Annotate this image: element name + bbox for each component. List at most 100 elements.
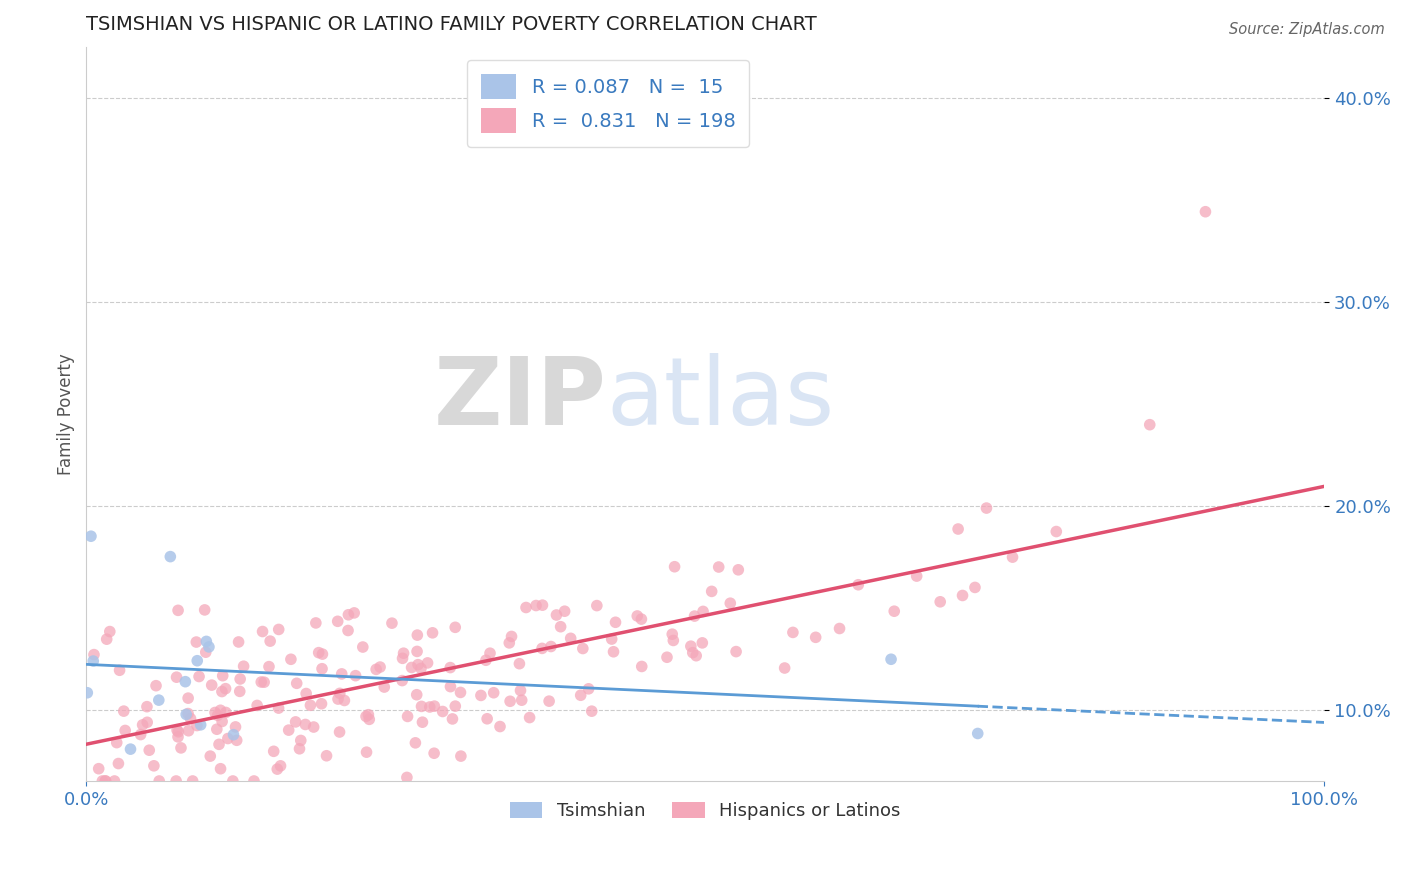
Point bbox=[215, 706, 238, 720]
Point bbox=[602, 645, 624, 659]
Point bbox=[167, 730, 190, 744]
Point bbox=[167, 724, 190, 739]
Point bbox=[655, 650, 678, 665]
Point bbox=[194, 603, 217, 617]
Point bbox=[114, 723, 136, 738]
Point bbox=[311, 647, 333, 661]
Point bbox=[423, 699, 446, 714]
Point bbox=[929, 595, 952, 609]
Point bbox=[91, 774, 114, 789]
Point bbox=[499, 694, 522, 708]
Point bbox=[337, 624, 360, 638]
Point bbox=[82, 654, 104, 668]
Point bbox=[546, 607, 568, 622]
Point bbox=[444, 699, 467, 714]
Point bbox=[404, 736, 426, 750]
Point bbox=[344, 668, 367, 682]
Point bbox=[391, 673, 413, 688]
Point bbox=[295, 687, 318, 701]
Point bbox=[718, 596, 741, 610]
Point bbox=[222, 728, 245, 742]
Point bbox=[211, 714, 233, 729]
Point bbox=[120, 742, 142, 756]
Point bbox=[243, 774, 266, 789]
Legend: Tsimshian, Hispanics or Latinos: Tsimshian, Hispanics or Latinos bbox=[503, 795, 908, 827]
Point bbox=[560, 632, 582, 646]
Point bbox=[682, 646, 704, 660]
Y-axis label: Family Poverty: Family Poverty bbox=[58, 353, 75, 475]
Point bbox=[105, 736, 128, 750]
Point bbox=[396, 709, 419, 723]
Point bbox=[683, 609, 706, 624]
Point bbox=[343, 606, 366, 620]
Point bbox=[103, 774, 125, 789]
Point bbox=[96, 632, 118, 647]
Point bbox=[411, 699, 433, 714]
Point bbox=[207, 708, 229, 723]
Point bbox=[294, 717, 316, 731]
Point bbox=[423, 746, 446, 760]
Point bbox=[148, 693, 170, 707]
Point bbox=[550, 620, 572, 634]
Point bbox=[326, 615, 349, 629]
Point bbox=[263, 744, 285, 758]
Point bbox=[250, 675, 273, 690]
Point bbox=[186, 635, 208, 649]
Point bbox=[422, 625, 444, 640]
Point bbox=[963, 581, 986, 595]
Point bbox=[356, 745, 378, 759]
Point bbox=[725, 644, 748, 658]
Point bbox=[136, 699, 159, 714]
Point bbox=[692, 636, 714, 650]
Point bbox=[905, 569, 928, 583]
Point bbox=[662, 633, 685, 648]
Point bbox=[1194, 204, 1216, 219]
Point bbox=[266, 762, 288, 776]
Point bbox=[142, 759, 165, 773]
Point bbox=[880, 652, 903, 666]
Point bbox=[976, 501, 998, 516]
Point bbox=[515, 600, 537, 615]
Point bbox=[510, 693, 533, 707]
Point bbox=[966, 726, 988, 740]
Point bbox=[439, 680, 461, 694]
Point bbox=[501, 630, 523, 644]
Point bbox=[229, 672, 252, 686]
Point bbox=[305, 615, 328, 630]
Point bbox=[288, 741, 311, 756]
Point bbox=[181, 774, 204, 789]
Point bbox=[405, 688, 427, 702]
Point bbox=[326, 692, 349, 706]
Point bbox=[277, 723, 299, 738]
Point bbox=[846, 578, 869, 592]
Point bbox=[664, 559, 686, 574]
Point bbox=[302, 720, 325, 734]
Point bbox=[432, 705, 454, 719]
Point bbox=[229, 684, 252, 698]
Point bbox=[177, 706, 200, 721]
Point bbox=[578, 681, 600, 696]
Point bbox=[267, 623, 290, 637]
Point bbox=[205, 723, 228, 737]
Point bbox=[166, 670, 188, 684]
Point bbox=[76, 686, 98, 700]
Point bbox=[489, 720, 512, 734]
Point bbox=[170, 740, 193, 755]
Point bbox=[630, 612, 652, 626]
Point bbox=[554, 604, 576, 618]
Point bbox=[108, 663, 131, 677]
Text: ZIP: ZIP bbox=[433, 353, 606, 445]
Point bbox=[373, 680, 395, 694]
Point bbox=[883, 604, 905, 618]
Point bbox=[357, 707, 380, 722]
Point bbox=[246, 698, 269, 713]
Point bbox=[94, 774, 117, 789]
Point bbox=[208, 737, 231, 751]
Point bbox=[366, 662, 388, 676]
Point bbox=[209, 762, 232, 776]
Point bbox=[225, 720, 247, 734]
Point bbox=[381, 616, 404, 631]
Point bbox=[444, 620, 467, 634]
Point bbox=[280, 652, 302, 666]
Point bbox=[195, 634, 218, 648]
